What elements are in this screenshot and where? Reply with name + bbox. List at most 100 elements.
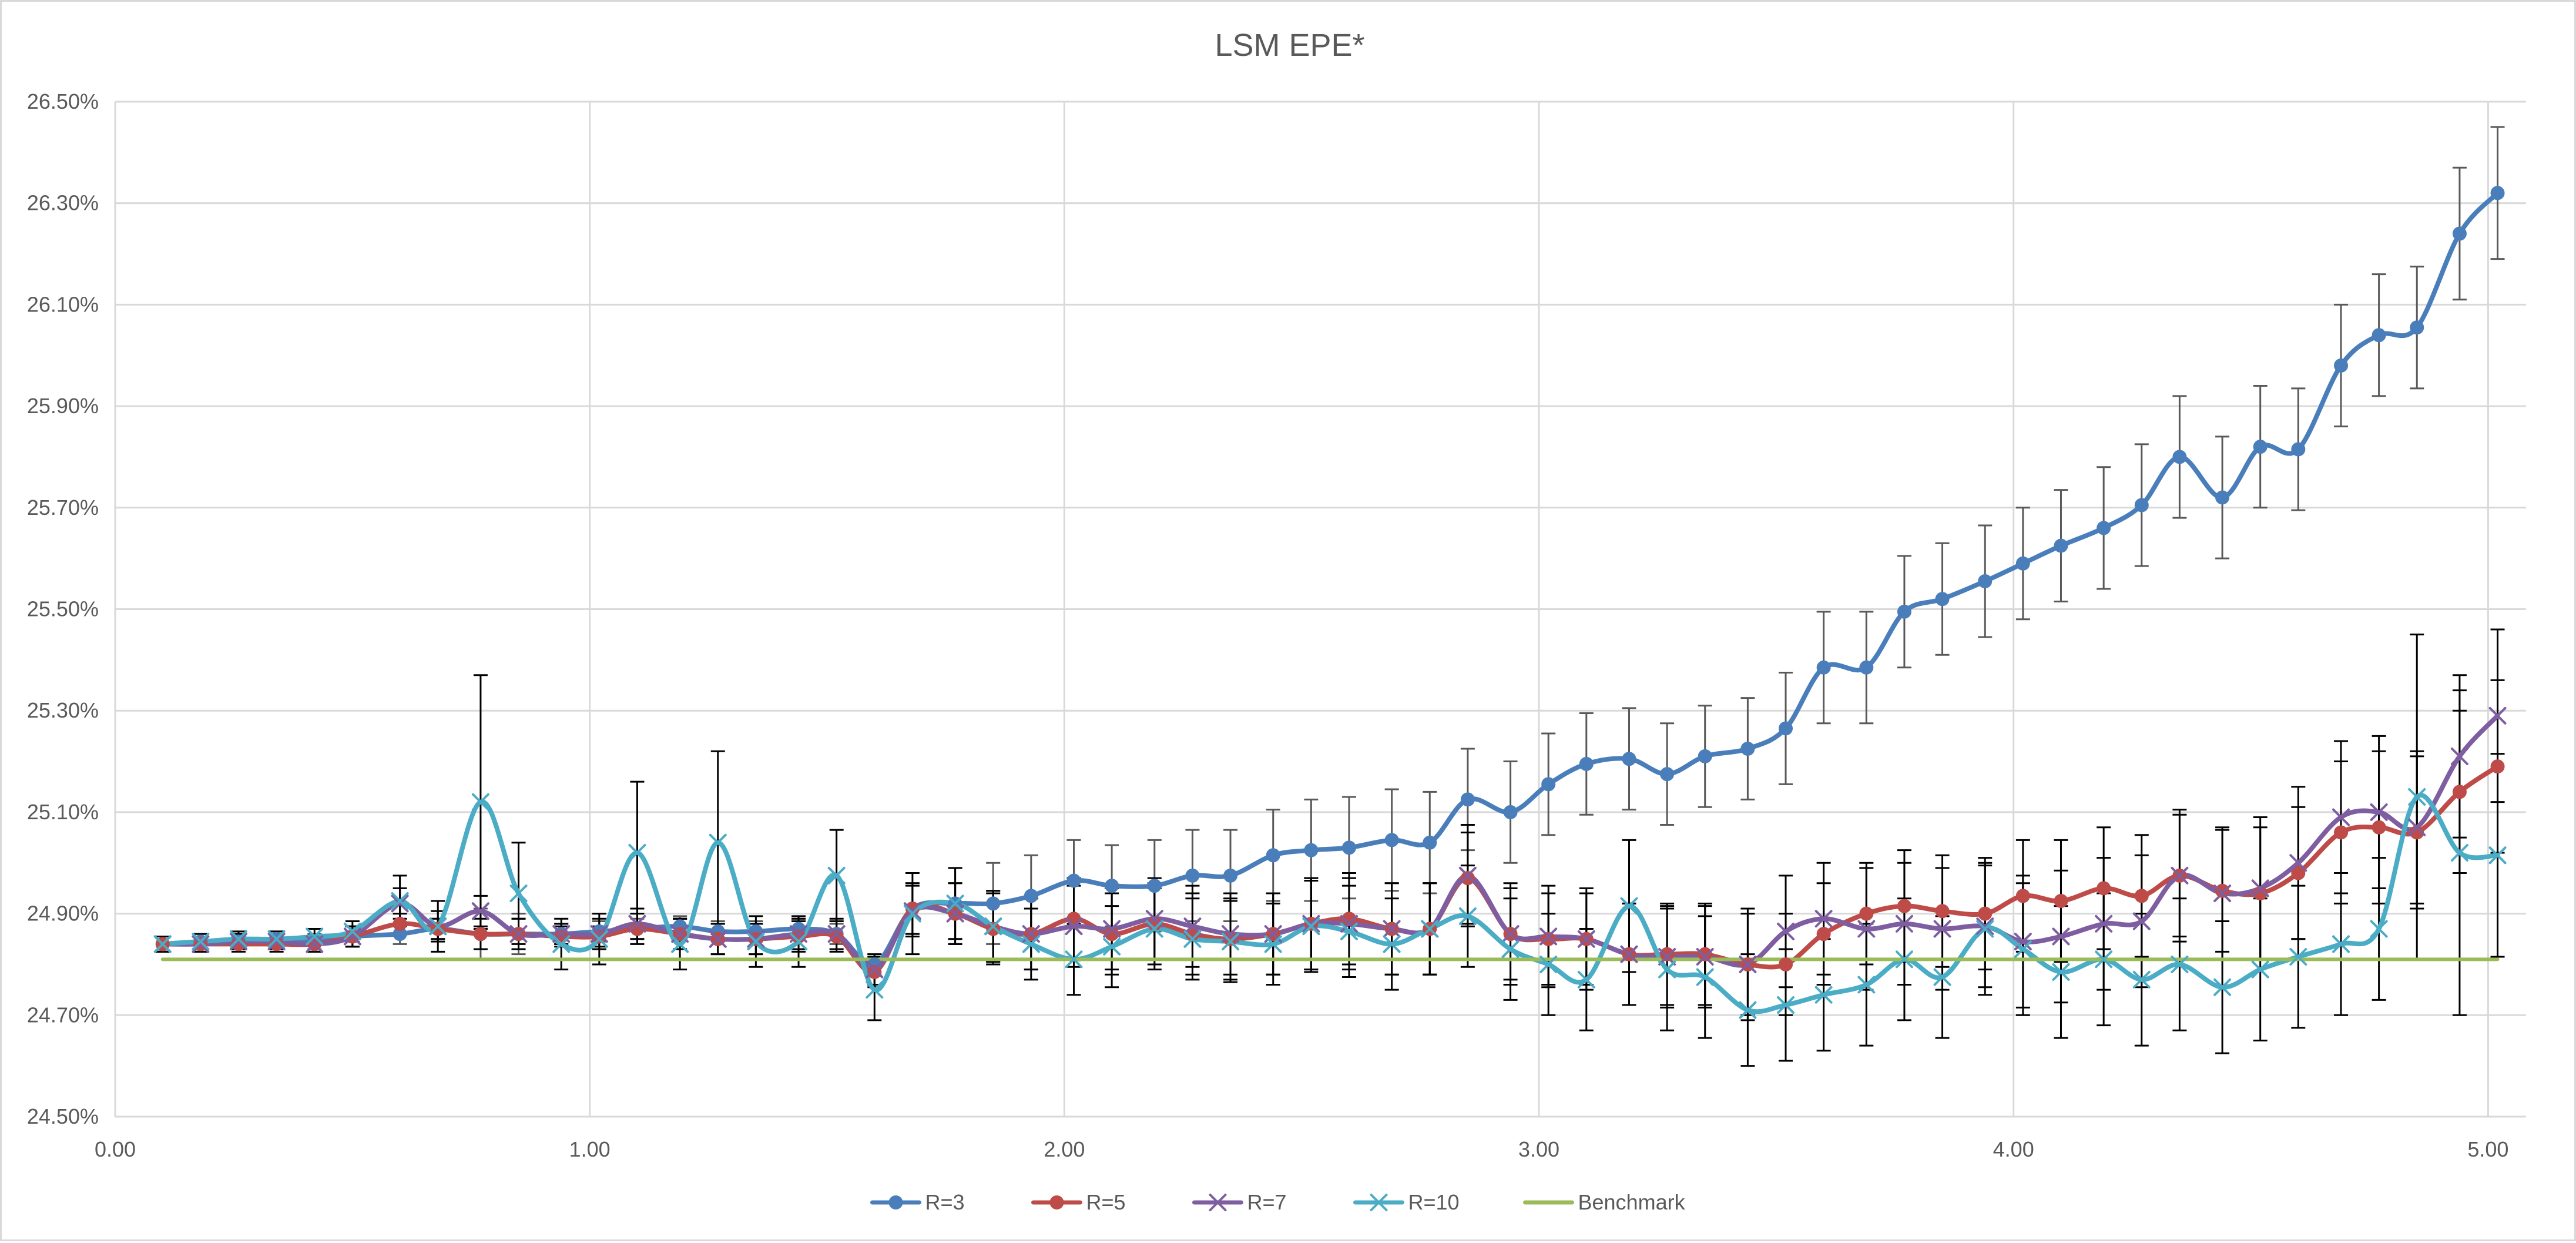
data-point [2014,933,2032,951]
legend-item-r-5: R=5 [1031,1190,1126,1214]
data-point [306,935,324,953]
data-point [2171,866,2189,884]
data-point [1895,950,1913,969]
x-tick-label: 0.00 [95,1137,136,1161]
data-point [2054,894,2068,909]
data-point [1935,592,1950,607]
data-point [429,917,447,936]
data-point [1539,955,1558,973]
y-tick-label: 24.70% [27,1003,99,1027]
data-point [1857,976,1876,994]
y-tick-label: 25.30% [27,698,99,722]
data-point [747,933,765,951]
y-tick-label: 26.30% [27,191,99,215]
data-point [2289,947,2307,966]
data-point [2097,881,2111,896]
legend-label: R=7 [1247,1190,1287,1214]
data-point [1933,968,1951,986]
data-point [1266,848,1280,863]
data-point [986,896,1001,911]
data-point [2251,879,2269,897]
data-point [903,902,921,920]
data-point [1696,968,1714,986]
data-point [1814,986,1833,1004]
data-point [2332,935,2350,953]
data-point [192,933,210,951]
data-point [1302,917,1320,936]
data-point [2052,927,2070,946]
data-point [509,925,528,943]
data-point [2132,970,2151,989]
data-point [2452,785,2467,799]
data-point [1739,955,1757,973]
legend: R=3 R=5 R=7 R=10 Benchmark [870,1190,1686,1214]
data-point [709,930,727,948]
data-point [1779,957,1793,971]
legend-marker [1370,1194,1388,1211]
axis-labels: 24.50% 24.70% 24.90% 25.10% 25.30% 25.50% 25.7… [27,89,2509,1161]
data-point [1065,950,1083,969]
data-point [1423,835,1437,850]
data-point [1458,907,1477,925]
data-point [1103,937,1121,956]
data-point [866,981,884,999]
data-point [671,935,689,953]
data-point [1978,906,1993,921]
data-point [2408,818,2426,836]
data-point [827,925,846,943]
data-point [1302,914,1320,933]
x-tick-label: 5.00 [2467,1137,2508,1161]
series-line-r-5 [160,764,2500,975]
legend-marker [1049,1195,1064,1210]
data-point [592,929,606,944]
data-point [866,960,884,979]
data-point [1660,767,1675,782]
x-tick-label: 2.00 [1044,1137,1085,1161]
data-point [2488,706,2507,725]
data-point [1698,749,1712,763]
data-point [1933,920,1951,938]
data-point [1777,996,1795,1014]
data-point [1024,889,1038,903]
data-point [2095,914,2113,933]
data-point [1897,604,1911,619]
legend-label: R=5 [1086,1190,1126,1214]
data-point [1222,925,1240,943]
data-point [1383,920,1401,938]
data-point [790,933,808,951]
data-point [1183,917,1202,936]
data-point [2015,889,2030,903]
y-tick-label: 25.50% [27,597,99,621]
data-point [1147,879,1162,893]
data-point [1857,920,1876,938]
data-point [2095,950,2113,969]
data-point [1816,660,1831,675]
legend-label: R=3 [925,1190,965,1214]
data-point [552,935,571,953]
data-point [229,930,247,948]
data-point [1384,833,1399,847]
data-point [903,904,921,923]
data-point [2291,442,2306,457]
data-point [267,930,286,948]
data-point [2014,940,2032,959]
data-point [1620,897,1638,915]
data-point [1541,932,1556,946]
data-point [1895,914,1913,933]
chart-title: LSM EPE* [1215,28,1364,63]
data-point [1501,940,1520,959]
data-point [1859,906,1874,921]
data-point [1658,947,1676,966]
data-point [1383,935,1401,953]
data-point [1816,927,1831,942]
series-markers [153,186,2507,1019]
data-point [1622,752,1636,766]
data-point [1620,945,1638,963]
data-point [867,964,882,979]
data-point [1739,1001,1757,1019]
data-point [2408,788,2426,806]
data-point [628,843,646,862]
legend-item-r-3: R=3 [870,1190,965,1214]
data-point [2452,226,2467,241]
